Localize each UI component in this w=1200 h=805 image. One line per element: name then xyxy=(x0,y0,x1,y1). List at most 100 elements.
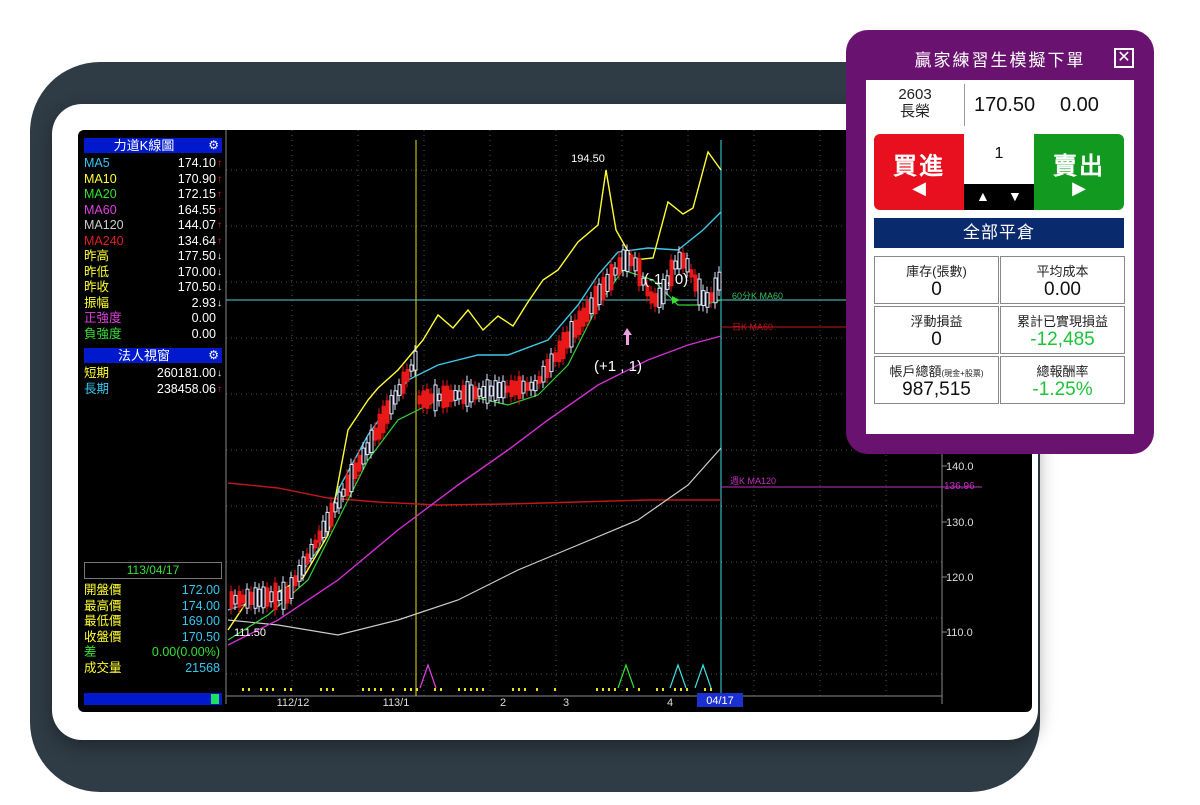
high-price-label: 194.50 xyxy=(571,153,605,165)
trend-arrow-icon: ↑ xyxy=(217,189,222,200)
candle-body xyxy=(501,380,506,399)
kline-panel-header[interactable]: 力道K線圖 ⚙ xyxy=(84,138,222,153)
candle-body xyxy=(457,390,462,400)
candle-body xyxy=(525,382,530,391)
day-stat-row: 開盤價 172.00 xyxy=(84,583,222,598)
row-label: 短期 xyxy=(84,366,110,380)
trade-popup-title: 贏家練習生模擬下單 xyxy=(914,51,1086,70)
candle-body xyxy=(641,277,646,286)
row-label: MA60 xyxy=(84,202,117,217)
row-value: 21568 xyxy=(185,660,220,675)
row-label: MA10 xyxy=(84,171,117,186)
candle-body xyxy=(357,455,362,472)
day-stat-row: 收盤價 170.50 xyxy=(84,630,222,645)
decrease-button[interactable]: ▼ xyxy=(1008,188,1022,204)
volume-bar xyxy=(434,688,436,691)
account-stat: 庫存(張數) 0 xyxy=(874,256,999,304)
x-axis-tick: 112/12 xyxy=(277,697,310,709)
candle-body xyxy=(285,587,290,604)
volume-bar xyxy=(710,688,712,691)
institution-panel-header[interactable]: 法人視窗 ⚙ xyxy=(84,348,222,363)
candle-body xyxy=(577,310,582,336)
candle-body xyxy=(697,278,702,306)
row-label: MA120 xyxy=(84,218,124,232)
candle-body xyxy=(297,564,302,582)
candle-body xyxy=(337,491,342,509)
date-box: 113/04/17 xyxy=(84,562,222,579)
ma-ref-label: 60分K MA60 xyxy=(732,291,783,301)
row-value: 174.00 xyxy=(181,598,220,613)
close-icon[interactable]: ✕ xyxy=(1114,48,1134,68)
candle-body xyxy=(381,405,386,434)
candle-body xyxy=(489,385,494,397)
stat-label: 平均成本 xyxy=(1001,261,1124,280)
institution-title: 法人視窗 xyxy=(117,348,170,363)
scrollbar-thumb[interactable] xyxy=(211,694,219,704)
signal-triangle xyxy=(617,663,635,689)
indicator-row: 正強度 0.00 xyxy=(84,311,222,326)
candle-body xyxy=(281,581,286,610)
trend-arrow-icon: ↓ xyxy=(217,368,222,379)
volume-bar xyxy=(464,688,466,691)
volume-bar xyxy=(284,688,286,691)
candle-body xyxy=(321,520,326,539)
candle-body xyxy=(685,258,690,273)
candle-body xyxy=(325,511,330,533)
stat-label-text: 帳戶總額 xyxy=(889,364,942,379)
candle-body xyxy=(405,368,410,382)
row-label: 最高價 xyxy=(84,598,122,613)
candle-body xyxy=(485,379,490,404)
volume-bar xyxy=(704,688,706,691)
indicator-row: MA20 172.15 ↑ xyxy=(84,187,222,202)
increase-button[interactable]: ▲ xyxy=(976,188,990,204)
y-axis-tick: 110.0 xyxy=(946,627,973,639)
buy-button[interactable]: 買進 ◀ xyxy=(874,134,964,210)
stat-value: 0 xyxy=(931,329,942,350)
row-label: 昨高 xyxy=(84,249,110,263)
indicator-row: MA120 144.07 ↑ xyxy=(84,218,222,233)
candle-body xyxy=(389,395,394,415)
candle-body xyxy=(521,380,526,394)
candle-body xyxy=(509,380,514,398)
candle-body xyxy=(453,390,458,401)
current-date-label: 04/17 xyxy=(706,695,734,707)
candle-body xyxy=(293,575,298,587)
row-label: 昨低 xyxy=(84,264,110,279)
quantity-input[interactable]: 1 xyxy=(964,134,1034,184)
candle-body xyxy=(537,376,542,384)
row-label: 昨收 xyxy=(84,280,110,294)
candle-body xyxy=(713,277,718,304)
close-all-button[interactable]: 全部平倉 xyxy=(874,218,1124,248)
row-label: MA240 xyxy=(84,233,124,248)
candle-body xyxy=(425,388,430,409)
candle-body xyxy=(441,385,446,409)
volume-bar xyxy=(602,688,604,691)
row-value: 170.50 xyxy=(181,629,220,644)
volume-bar xyxy=(518,688,520,691)
gear-icon[interactable]: ⚙ xyxy=(208,348,219,362)
candle-body xyxy=(289,577,294,599)
candle-body xyxy=(677,251,682,270)
volume-bar xyxy=(242,688,244,691)
volume-bar xyxy=(260,688,262,691)
row-value: 238458.06 xyxy=(156,381,216,396)
gear-icon[interactable]: ⚙ xyxy=(208,138,219,152)
candle-body xyxy=(345,474,350,497)
trend-arrow-icon: ↓ xyxy=(217,251,222,262)
volume-bar xyxy=(332,688,334,691)
candle-body xyxy=(613,267,618,276)
candle-body xyxy=(517,376,522,399)
stat-label: 帳戶總額(現金+股票) xyxy=(875,361,998,380)
stat-value: 987,515 xyxy=(902,379,971,400)
candle-body xyxy=(581,307,586,327)
stat-label: 累計已實現損益 xyxy=(1001,311,1124,330)
stat-label: 庫存(張數) xyxy=(875,261,998,280)
sell-button[interactable]: 賣出 ▶ xyxy=(1034,134,1124,210)
stat-label-note: (現金+股票) xyxy=(941,369,984,378)
indicator-row: MA5 174.10 ↑ xyxy=(84,156,222,171)
candle-body xyxy=(437,393,442,402)
candle-body xyxy=(469,384,474,403)
candle-body xyxy=(573,319,578,338)
scrollbar-track[interactable] xyxy=(84,693,222,705)
candle-body xyxy=(377,413,382,440)
